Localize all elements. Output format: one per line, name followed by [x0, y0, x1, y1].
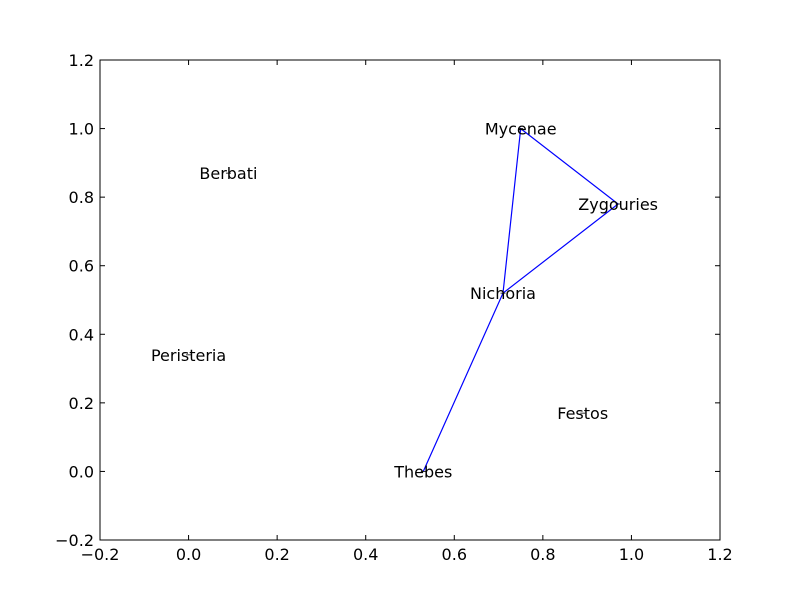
point-label-festos: Festos: [557, 404, 608, 423]
x-tick-label: 0.0: [176, 545, 201, 564]
y-tick-label: 0.6: [69, 257, 94, 276]
label-layer: Mycenae Zygouries Berbati Nichoria Peristeri…: [151, 120, 658, 482]
y-tick-label: −0.2: [55, 531, 94, 550]
x-tick-label: 1.2: [707, 545, 732, 564]
point-label-nichoria: Nichoria: [470, 284, 536, 303]
x-tick-label: 1.0: [619, 545, 644, 564]
y-tick-label: 0.8: [69, 188, 94, 207]
point-label-mycenae: Mycenae: [485, 120, 557, 139]
point-label-peristeria: Peristeria: [151, 346, 226, 365]
x-tick-label: −0.2: [81, 545, 120, 564]
y-tick-label: 0.4: [69, 325, 94, 344]
x-tick-label: 0.6: [442, 545, 467, 564]
tick-layer: −0.2 0.0 0.2 0.4 0.6 0.8 1.0 1.2 −0.2 0.0 0.2 0.4 0.…: [55, 51, 733, 564]
y-tick-label: 1.2: [69, 51, 94, 70]
axes-frame: [99, 59, 721, 541]
y-tick-label: 0.2: [69, 394, 94, 413]
point-label-thebes: Thebes: [393, 462, 452, 481]
point-label-zygouries: Zygouries: [578, 195, 658, 214]
x-tick-label: 0.2: [264, 545, 289, 564]
y-tick-label: 1.0: [69, 120, 94, 139]
marker-layer: [186, 128, 621, 472]
y-tick-label: 0.0: [69, 462, 94, 481]
point-label-berbati: Berbati: [199, 164, 257, 183]
x-tick-label: 0.4: [353, 545, 378, 564]
x-tick-label: 0.8: [530, 545, 555, 564]
